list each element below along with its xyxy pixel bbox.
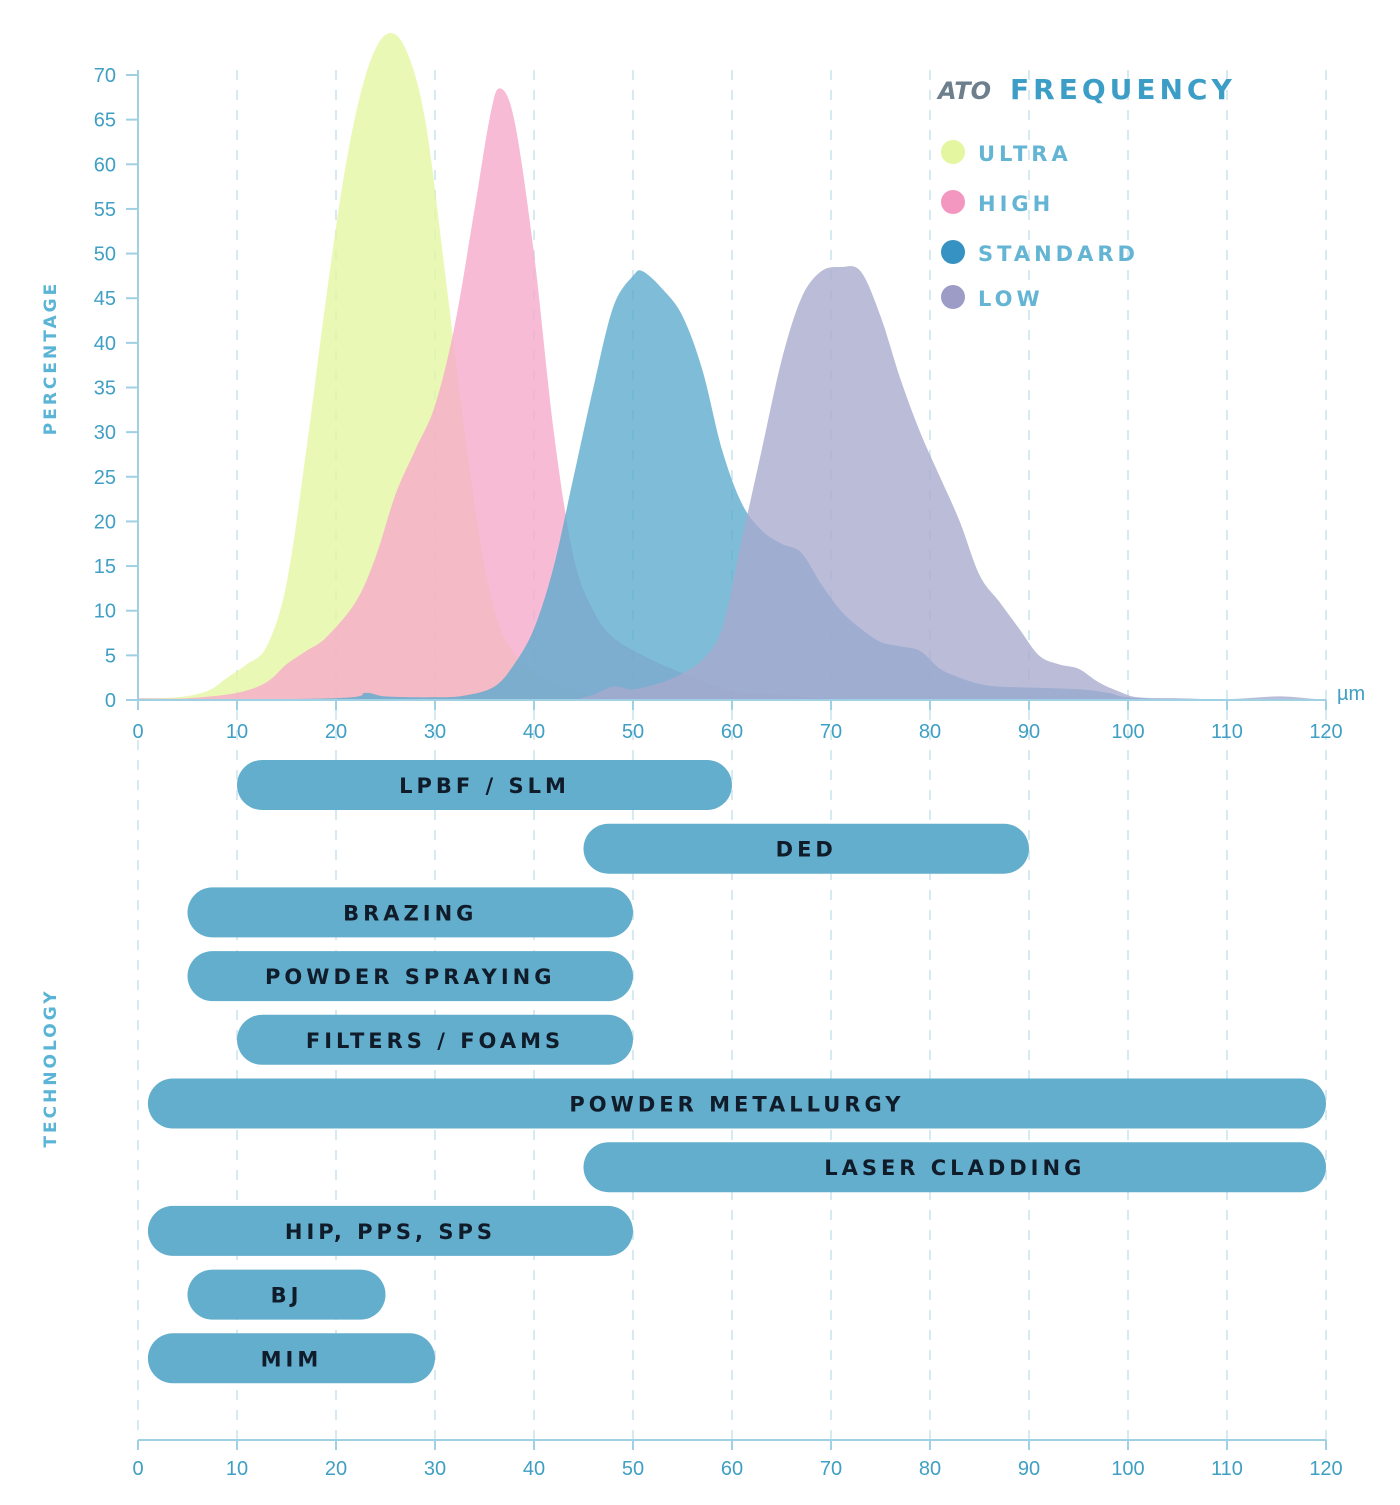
y-tick-label: 50	[94, 244, 116, 266]
bottom-x-tick-label: 70	[820, 1458, 842, 1480]
y-tick-label: 60	[94, 154, 116, 176]
technology-bar	[583, 823, 1029, 874]
y-tick-label: 25	[94, 467, 116, 489]
y-tick-label: 35	[94, 378, 116, 400]
technology-bar	[237, 760, 732, 810]
technology-bar-label: BRAZING	[343, 901, 477, 925]
y-tick-label: 40	[94, 333, 116, 355]
axes: 0510152025303540455055606570001010202030…	[94, 65, 1343, 1480]
bottom-x-tick-label: 20	[325, 1458, 347, 1480]
technology-bar	[237, 1014, 633, 1065]
x-tick-label: 10	[226, 721, 248, 743]
legend-label-standard: STANDARD	[978, 242, 1139, 266]
y-tick-label: 70	[94, 65, 116, 87]
y-tick-label: 20	[94, 511, 116, 533]
bottom-x-tick-label: 110	[1211, 1458, 1243, 1480]
y-tick-label: 15	[94, 556, 116, 578]
legend-label-low: LOW	[978, 287, 1044, 311]
bottom-x-tick-label: 80	[919, 1458, 941, 1480]
technology-bar-label: LPBF / SLM	[399, 774, 570, 798]
x-tick-label: 0	[132, 721, 143, 743]
technology-bar	[187, 887, 633, 938]
y-tick-label: 55	[94, 199, 116, 221]
technology-bar-label: MIM	[261, 1347, 323, 1371]
area-high	[138, 88, 1326, 701]
technology-bar-label: BJ	[271, 1284, 303, 1308]
x-tick-label: 40	[523, 721, 545, 743]
technology-axis-title: TECHNOLOGY	[41, 988, 61, 1147]
technology-bar	[583, 1142, 1326, 1193]
technology-bar-label: DED	[776, 838, 837, 862]
legend-swatch-standard	[941, 240, 965, 264]
technology-bar-label: FILTERS / FOAMS	[306, 1029, 564, 1053]
y-tick-label: 30	[94, 422, 116, 444]
y-tick-label: 10	[94, 601, 116, 623]
x-tick-label: 20	[325, 721, 347, 743]
area-standard	[138, 270, 1326, 700]
x-tick-label: 100	[1111, 721, 1144, 743]
frequency-areas	[138, 33, 1326, 701]
bottom-x-tick-label: 40	[523, 1458, 545, 1480]
bottom-x-tick-label: 120	[1309, 1458, 1342, 1480]
x-tick-label: 30	[424, 721, 446, 743]
x-tick-label: 70	[820, 721, 842, 743]
legend-swatch-high	[941, 190, 965, 214]
legend-title: FREQUENCY	[1010, 73, 1236, 106]
legend-label-ultra: ULTRA	[978, 142, 1072, 166]
technology-bar-label: HIP, PPS, SPS	[285, 1220, 496, 1244]
bottom-x-tick-label: 90	[1018, 1458, 1040, 1480]
technology-bars: LPBF / SLM DED BRAZING POWDER SPRAYING FILTE…	[147, 760, 1326, 1384]
technology-bar-label: POWDER METALLURGY	[569, 1093, 904, 1117]
y-tick-label: 45	[94, 288, 116, 310]
x-unit-label: µm	[1337, 683, 1365, 705]
legend-swatch-low	[941, 285, 965, 309]
bottom-x-tick-label: 0	[132, 1458, 143, 1480]
x-tick-label: 60	[721, 721, 743, 743]
technology-bar	[187, 951, 633, 1002]
technology-bar-label: LASER CLADDING	[824, 1156, 1085, 1180]
x-tick-label: 110	[1211, 721, 1243, 743]
technology-bar	[147, 1205, 633, 1256]
legend-brand-logo: ATO	[936, 77, 991, 105]
x-tick-label: 50	[622, 721, 644, 743]
technology-bar	[147, 1333, 435, 1384]
bottom-x-tick-label: 10	[226, 1458, 248, 1480]
y-tick-label: 0	[105, 690, 116, 712]
legend: ATO FREQUENCY ULTRA HIGH STANDARD LOW	[936, 73, 1236, 311]
technology-bar	[147, 1078, 1326, 1129]
bottom-x-tick-label: 60	[721, 1458, 743, 1480]
y-tick-label: 5	[105, 645, 116, 667]
bottom-x-tick-label: 50	[622, 1458, 644, 1480]
technology-bar	[187, 1269, 386, 1320]
y-axis-title: PERCENTAGE	[41, 281, 61, 435]
x-tick-label: 90	[1018, 721, 1040, 743]
bottom-x-tick-label: 100	[1111, 1458, 1144, 1480]
area-low	[138, 266, 1326, 701]
legend-swatch-ultra	[941, 140, 965, 164]
x-tick-label: 80	[919, 721, 941, 743]
x-tick-label: 120	[1309, 721, 1342, 743]
bottom-x-tick-label: 30	[424, 1458, 446, 1480]
technology-bar-label: POWDER SPRAYING	[265, 965, 555, 989]
legend-label-high: HIGH	[978, 192, 1054, 216]
y-tick-label: 65	[94, 110, 116, 132]
